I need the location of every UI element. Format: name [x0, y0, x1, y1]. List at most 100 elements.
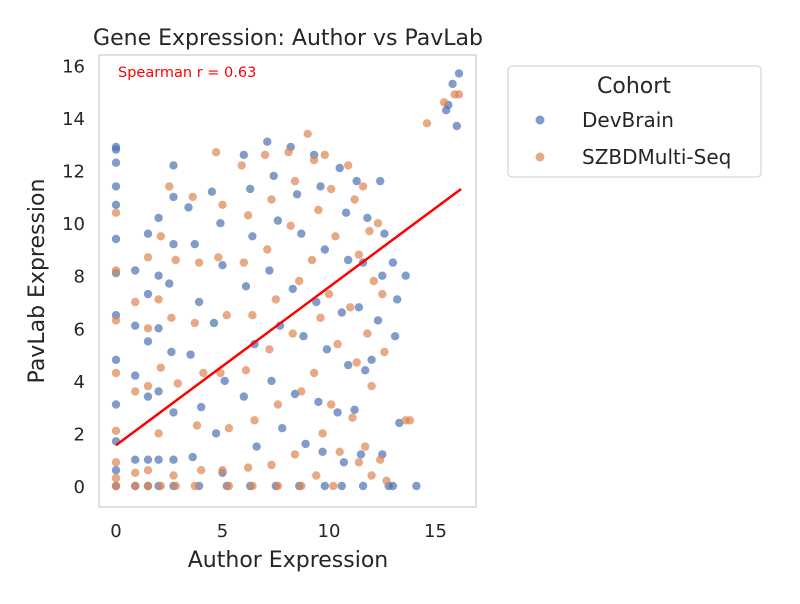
data-point — [143, 392, 153, 401]
data-point — [246, 184, 255, 194]
data-point — [165, 182, 174, 191]
data-point — [154, 387, 163, 396]
data-point — [318, 447, 327, 456]
plot-area — [98, 54, 477, 508]
data-point — [218, 200, 227, 209]
data-point — [299, 332, 308, 341]
data-point — [273, 400, 283, 409]
data-point — [154, 455, 163, 464]
data-point — [316, 313, 325, 322]
data-point — [335, 447, 344, 456]
chart-title: Gene Expression: Author vs PavLab — [93, 26, 483, 51]
data-point — [252, 442, 261, 451]
data-point — [352, 176, 361, 186]
data-point — [248, 311, 257, 320]
trend-layer — [115, 187, 462, 447]
data-point — [267, 195, 276, 204]
data-point — [171, 481, 180, 491]
data-point — [111, 458, 121, 467]
data-point — [154, 213, 163, 223]
data-point — [156, 363, 165, 372]
data-point — [131, 321, 140, 330]
data-point — [111, 182, 121, 191]
data-point — [199, 368, 208, 378]
data-point — [111, 234, 121, 244]
data-point — [297, 387, 306, 396]
data-point — [337, 481, 346, 491]
data-point — [224, 424, 234, 433]
data-point — [390, 332, 400, 341]
data-point — [350, 405, 359, 414]
data-point — [337, 308, 346, 317]
data-point — [295, 276, 304, 286]
data-point — [344, 255, 353, 265]
x-tick-label: 0 — [110, 521, 121, 542]
data-point — [154, 324, 163, 333]
data-point — [284, 148, 293, 157]
data-point — [173, 379, 182, 388]
data-point — [354, 303, 364, 312]
data-point — [290, 389, 300, 399]
legend-title: Cohort — [597, 74, 671, 99]
x-tick-label: 15 — [424, 521, 447, 542]
data-point — [263, 137, 272, 146]
data-point — [352, 358, 361, 367]
data-point — [209, 318, 219, 328]
y-tick-label: 2 — [74, 424, 85, 445]
data-point — [111, 208, 121, 217]
data-point — [290, 450, 300, 459]
data-point — [131, 266, 140, 275]
data-point — [207, 187, 217, 196]
data-point — [307, 255, 317, 265]
y-tick-label: 6 — [74, 319, 85, 340]
trend-line — [115, 187, 462, 447]
data-point — [216, 368, 225, 378]
data-point — [218, 466, 227, 475]
data-point — [361, 366, 370, 375]
data-point — [405, 416, 415, 425]
data-point — [171, 255, 180, 265]
data-point — [322, 345, 332, 354]
data-point — [286, 221, 295, 230]
data-point — [169, 408, 178, 417]
data-point — [131, 371, 140, 380]
data-point — [260, 150, 270, 160]
data-point — [273, 216, 283, 225]
data-point — [348, 413, 357, 422]
data-point — [331, 232, 340, 241]
data-point — [237, 161, 246, 170]
data-point — [452, 121, 461, 131]
y-tick-label: 16 — [62, 57, 85, 78]
data-point — [376, 455, 385, 464]
data-point — [224, 481, 234, 491]
data-point — [320, 150, 329, 160]
data-point — [288, 329, 297, 338]
y-tick-label: 8 — [74, 267, 85, 288]
data-point — [329, 481, 338, 491]
data-point — [422, 119, 432, 128]
data-point — [156, 481, 165, 491]
data-point — [167, 347, 176, 357]
x-tick-label: 10 — [318, 521, 341, 542]
data-point — [184, 203, 193, 212]
data-point — [297, 481, 306, 491]
data-point — [239, 150, 248, 160]
data-point — [292, 190, 302, 199]
data-point — [131, 481, 140, 491]
data-point — [222, 311, 231, 320]
data-point — [288, 284, 297, 294]
data-point — [169, 161, 178, 170]
data-point — [111, 266, 121, 275]
data-point — [356, 450, 366, 459]
data-point — [395, 418, 404, 428]
annotation-spearman: Spearman r = 0.63 — [118, 65, 256, 81]
data-point — [369, 276, 378, 286]
data-point — [190, 481, 199, 491]
y-tick-label: 10 — [62, 214, 85, 235]
data-point — [111, 473, 121, 483]
data-point — [333, 408, 342, 417]
data-point — [218, 261, 227, 270]
data-point — [241, 282, 251, 291]
y-tick-label: 4 — [74, 372, 85, 393]
x-axis-label: Author Expression — [188, 548, 388, 573]
